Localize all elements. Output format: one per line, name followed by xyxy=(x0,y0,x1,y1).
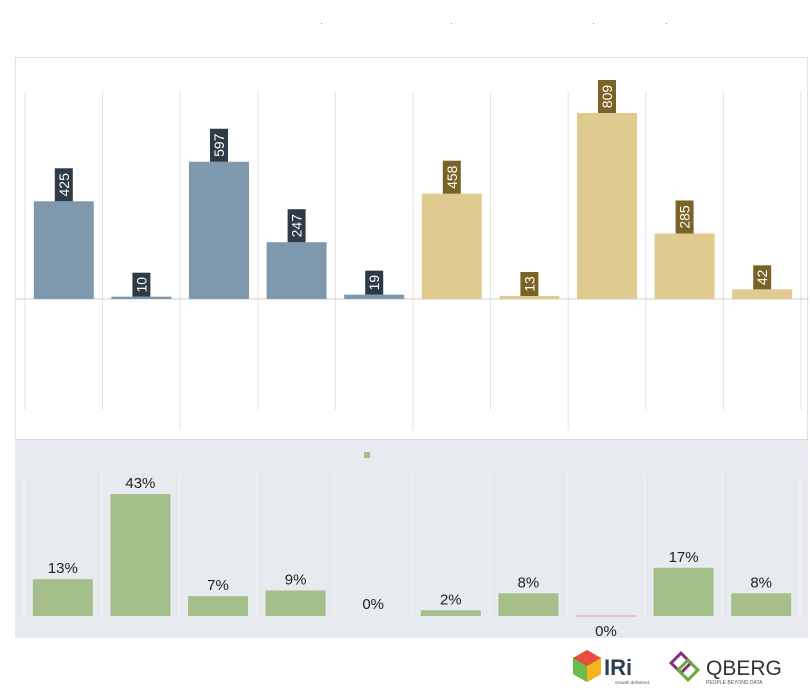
data-label: 13 xyxy=(521,276,537,292)
logos: IRi Growth delivered. QBERG PEOPLE BEYON… xyxy=(573,650,782,686)
bar xyxy=(577,113,637,299)
data-label: 13% xyxy=(48,560,78,577)
data-label: 0% xyxy=(362,596,384,613)
data-label: 42 xyxy=(754,269,770,285)
data-label-box xyxy=(287,209,306,243)
qberg-wordmark: QBERG xyxy=(706,657,782,680)
data-label: 43% xyxy=(125,475,155,492)
data-label: 19 xyxy=(366,275,382,291)
legend-swatch xyxy=(364,452,370,458)
bar xyxy=(420,610,481,616)
header-tick-3 xyxy=(593,23,594,24)
qberg-tagline: PEOPLE BEYOND DATA xyxy=(706,680,763,686)
data-label-box xyxy=(675,200,694,234)
upper-chart-panel: 425 10 597 247 19 458 13 809 285 42 xyxy=(15,57,809,439)
lower-chart-panel: 13% 43% 7% 9% 0% 2% 8% 0% 17% 8% xyxy=(15,439,808,639)
bar xyxy=(189,161,249,299)
iri-wordmark: IRi xyxy=(604,655,632,680)
bottom-bar-chart: 13% 43% 7% 9% 0% 2% 8% 0% 17% 8% xyxy=(23,474,801,639)
bar xyxy=(499,296,560,299)
data-label: 10 xyxy=(133,277,149,293)
bar xyxy=(344,294,405,299)
data-label-box xyxy=(210,128,228,162)
data-label: 285 xyxy=(677,205,693,229)
data-label-box xyxy=(132,272,151,297)
data-label: 17% xyxy=(669,549,699,566)
bar xyxy=(653,567,714,616)
bar xyxy=(265,590,326,616)
bar xyxy=(732,289,793,299)
bar xyxy=(731,593,792,616)
data-label-box xyxy=(753,265,772,290)
data-label: 597 xyxy=(211,133,227,157)
bar xyxy=(32,579,93,616)
bar xyxy=(266,242,327,299)
data-label-box xyxy=(54,168,73,202)
data-label: 0% xyxy=(595,623,617,639)
iri-tagline: Growth delivered. xyxy=(615,680,650,685)
qberg-diamond-icon xyxy=(668,650,701,683)
bar xyxy=(498,593,559,616)
data-label: 247 xyxy=(289,214,305,238)
bar xyxy=(421,193,482,299)
data-label: 7% xyxy=(207,577,229,594)
bar xyxy=(33,201,94,299)
bar xyxy=(188,596,248,616)
iri-logo: IRi Growth delivered. xyxy=(573,650,650,685)
qberg-logo: QBERG PEOPLE BEYOND DATA xyxy=(668,650,782,686)
data-label: 9% xyxy=(285,571,307,588)
data-label-box xyxy=(598,80,616,113)
top-bar-chart: 425 10 597 247 19 458 13 809 285 42 xyxy=(16,80,809,430)
bar xyxy=(654,233,715,299)
header-tick-1 xyxy=(321,23,322,24)
data-label: 2% xyxy=(440,591,462,608)
data-label: 425 xyxy=(56,173,72,197)
data-label-box xyxy=(442,160,461,194)
data-label: 8% xyxy=(750,574,772,591)
data-label-box xyxy=(365,270,384,295)
data-label: 809 xyxy=(599,85,615,109)
data-label-box xyxy=(520,272,539,297)
data-label: 8% xyxy=(518,574,540,591)
bar xyxy=(111,296,172,299)
data-label: 458 xyxy=(444,165,460,189)
bar xyxy=(110,494,171,616)
header-tick-4 xyxy=(666,23,667,24)
header-tick-2 xyxy=(451,23,452,24)
